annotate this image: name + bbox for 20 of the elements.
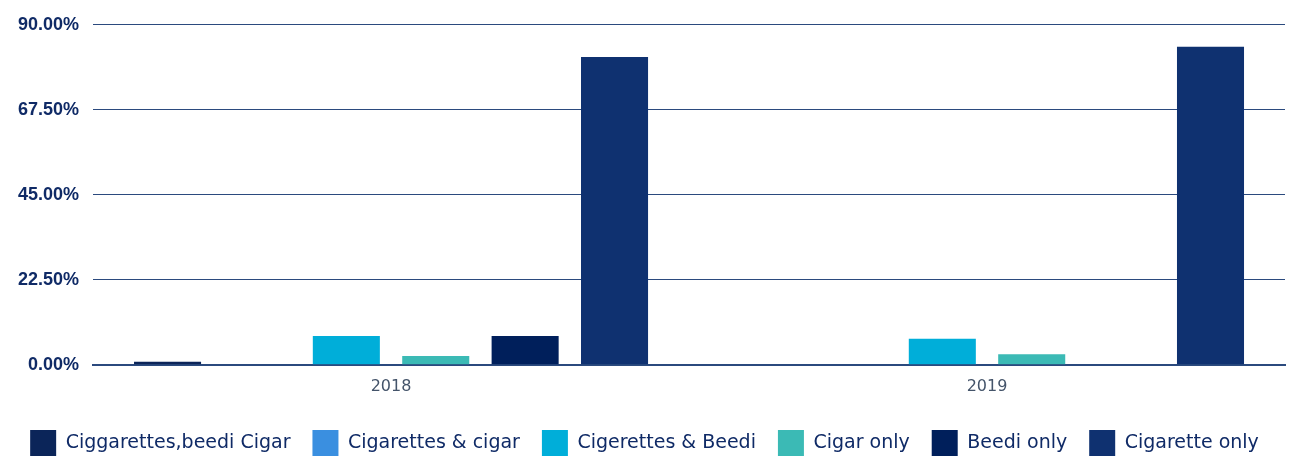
x-tick-label: 2018 [370, 375, 412, 395]
y-tick-label: 0.00% [28, 353, 80, 374]
y-tick-label: 45.00% [17, 183, 80, 204]
legend-label: Cigerettes & Beedi [577, 429, 756, 452]
bar [998, 354, 1066, 365]
legend-label: Cigarettes & cigar [347, 429, 521, 452]
y-tick-label: 22.50% [17, 268, 80, 289]
y-tick-label: 90.00% [17, 13, 80, 34]
legend-label: Cigarette only [1124, 429, 1259, 452]
legend-label: Ciggarettes,beedi Cigar [65, 429, 291, 452]
bar [581, 56, 649, 365]
legend-label: Beedi only [967, 429, 1068, 452]
bar [908, 338, 976, 365]
bar [1176, 46, 1245, 365]
y-tick-label: 67.50% [17, 98, 80, 119]
legend-label: Cigar only [813, 429, 910, 452]
bar [491, 336, 559, 365]
bar [402, 356, 470, 365]
bar [312, 336, 380, 365]
x-tick-label: 2019 [966, 375, 1008, 395]
